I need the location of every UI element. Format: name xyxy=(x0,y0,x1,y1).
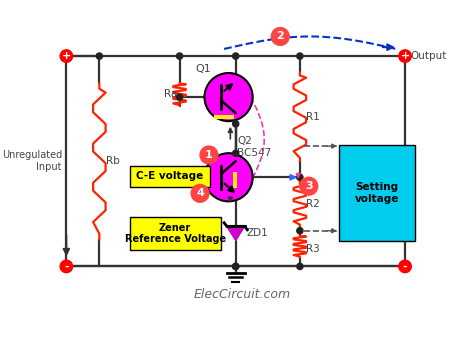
Circle shape xyxy=(96,53,103,59)
Text: Q1: Q1 xyxy=(196,63,212,73)
Circle shape xyxy=(200,146,218,164)
Circle shape xyxy=(204,153,252,201)
Circle shape xyxy=(297,174,303,180)
Text: 2: 2 xyxy=(276,32,284,42)
Circle shape xyxy=(204,73,252,121)
Text: Output: Output xyxy=(410,51,447,61)
Circle shape xyxy=(176,53,183,59)
Text: 3: 3 xyxy=(305,181,313,191)
Text: ZD1: ZD1 xyxy=(247,228,268,238)
Circle shape xyxy=(233,150,239,156)
Text: -: - xyxy=(64,261,69,271)
Circle shape xyxy=(233,263,239,270)
Text: C-E voltage: C-E voltage xyxy=(136,172,203,181)
FancyBboxPatch shape xyxy=(130,166,210,187)
Circle shape xyxy=(297,53,303,59)
Text: R2: R2 xyxy=(306,199,320,209)
Text: 1: 1 xyxy=(205,150,213,160)
Text: Rb: Rb xyxy=(106,156,119,166)
FancyBboxPatch shape xyxy=(233,172,238,188)
Circle shape xyxy=(297,263,303,270)
Circle shape xyxy=(271,27,289,45)
Polygon shape xyxy=(227,226,245,240)
Circle shape xyxy=(297,228,303,234)
Circle shape xyxy=(233,263,239,270)
Text: Zener
Reference Voltage: Zener Reference Voltage xyxy=(125,223,225,244)
Circle shape xyxy=(60,50,72,62)
Circle shape xyxy=(176,94,183,100)
Text: Setting
voltage: Setting voltage xyxy=(355,182,399,204)
Text: +: + xyxy=(62,51,71,61)
Text: 4: 4 xyxy=(196,188,204,198)
Circle shape xyxy=(399,260,411,273)
Circle shape xyxy=(233,53,239,59)
Text: R3: R3 xyxy=(306,244,320,253)
Circle shape xyxy=(233,121,239,127)
FancyBboxPatch shape xyxy=(339,145,415,240)
Text: ElecCircuit.com: ElecCircuit.com xyxy=(194,288,291,301)
FancyBboxPatch shape xyxy=(214,115,234,119)
Text: Unregulated
Input: Unregulated Input xyxy=(2,151,62,172)
FancyBboxPatch shape xyxy=(130,216,220,250)
Circle shape xyxy=(60,260,72,273)
Text: R1: R1 xyxy=(306,112,320,122)
Circle shape xyxy=(399,50,411,62)
Text: -: - xyxy=(403,261,407,271)
Text: Ra: Ra xyxy=(164,90,177,99)
Text: +: + xyxy=(400,51,410,61)
Circle shape xyxy=(300,177,318,195)
Circle shape xyxy=(191,185,209,202)
Text: Q2
BC547: Q2 BC547 xyxy=(238,136,272,158)
